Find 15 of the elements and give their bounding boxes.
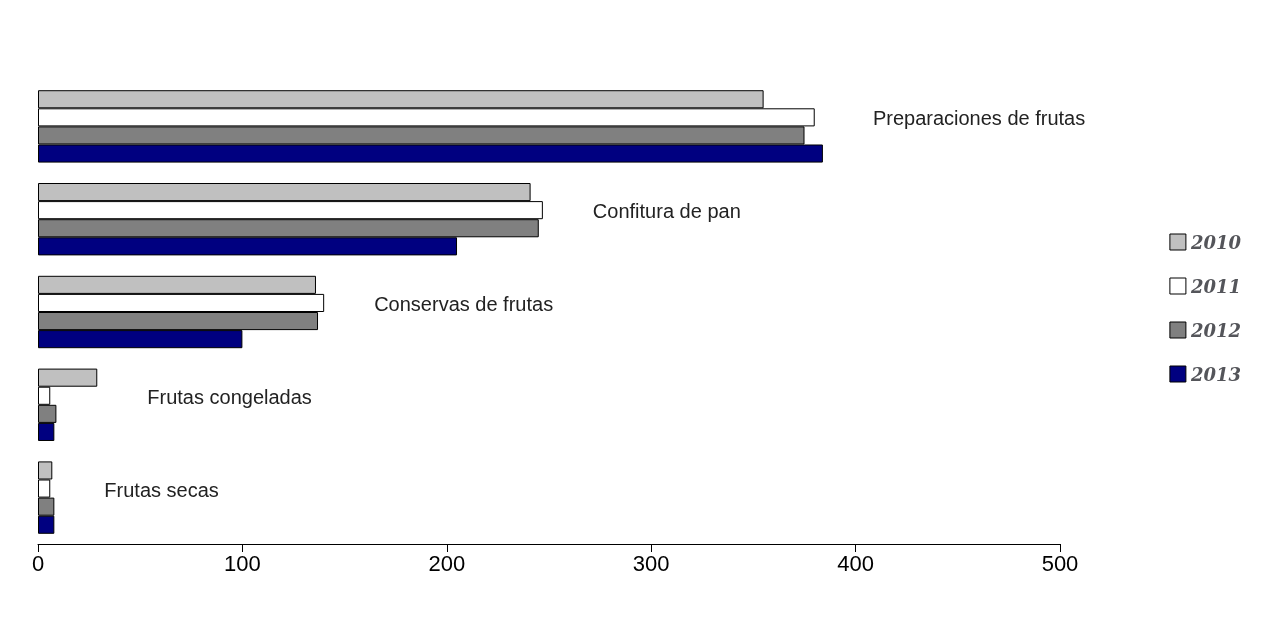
x-tick-label: 0 [31, 550, 45, 576]
legend-label: 2011 [1189, 275, 1242, 297]
legend-label: 2012 [1189, 319, 1242, 341]
y-tick-label: Confitura de pan [592, 200, 741, 223]
legend-label: 2010 [1189, 231, 1242, 253]
y-tick-label: Frutas congeladas [147, 385, 312, 408]
x-tick-label: 100 [224, 550, 261, 576]
legend-label: 2013 [1189, 363, 1242, 385]
x-tick-label: 300 [632, 550, 670, 576]
x-tick-label: 500 [1041, 550, 1079, 576]
y-tick-label: Preparaciones de frutas [872, 107, 1086, 130]
y-tick-label: Frutas secas [104, 478, 219, 501]
y-tick-label: Conservas de frutas [374, 293, 554, 315]
x-tick-label: 200 [428, 550, 466, 576]
x-tick-label: 400 [837, 550, 874, 576]
